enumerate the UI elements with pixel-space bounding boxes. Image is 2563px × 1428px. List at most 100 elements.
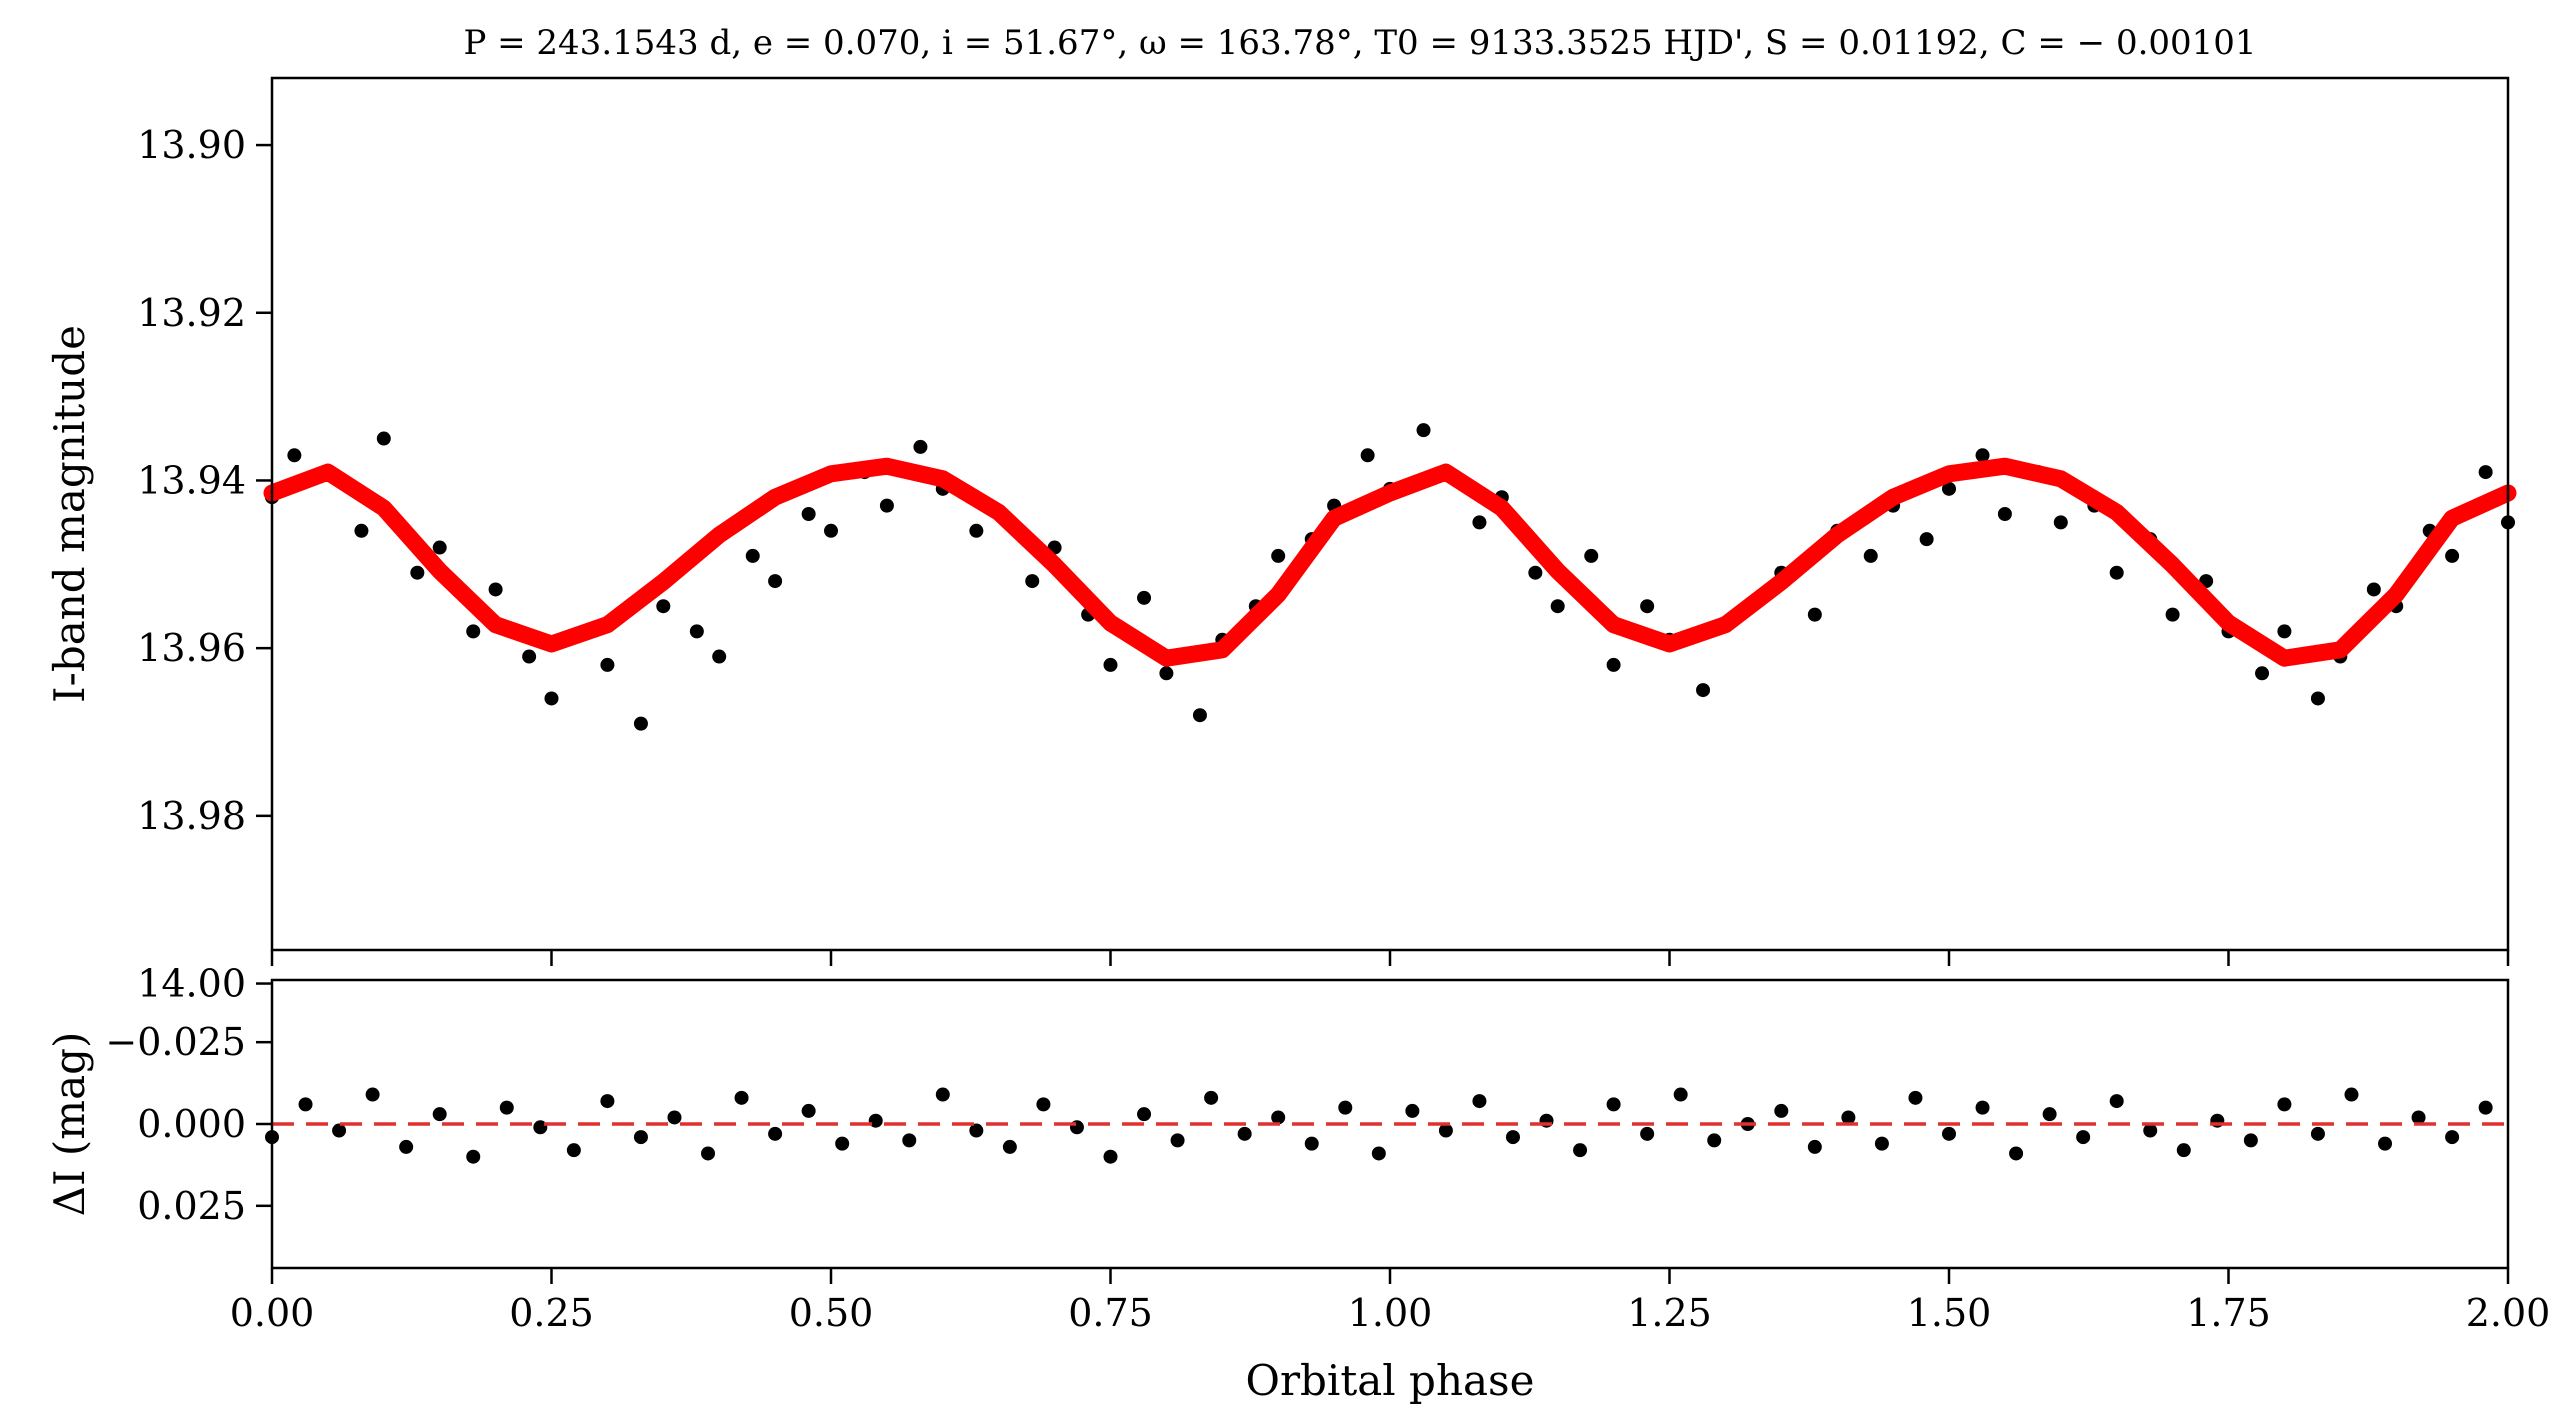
magnitude-point — [1528, 565, 1543, 580]
magnitude-point — [1360, 448, 1375, 463]
magnitude-y-axis-label: I-band magnitude — [45, 325, 94, 703]
residual-point — [2445, 1130, 2460, 1145]
x-tick-label: 1.25 — [1627, 1291, 1712, 1335]
magnitude-point — [287, 448, 302, 463]
residual-point — [1204, 1090, 1219, 1105]
residual-point — [1237, 1126, 1252, 1141]
magnitude-point — [2478, 465, 2493, 480]
magnitude-point — [1416, 423, 1431, 438]
magnitude-point — [2310, 691, 2325, 706]
residual-point — [1673, 1087, 1688, 1102]
residual-point — [1707, 1133, 1722, 1148]
residual-point — [298, 1097, 313, 1112]
residual-point — [1908, 1090, 1923, 1105]
chart-title: P = 243.1543 d, e = 0.070, i = 51.67°, ω… — [463, 23, 2256, 63]
residual-point — [1304, 1136, 1319, 1151]
residual-point — [1338, 1100, 1353, 1115]
magnitude-x-ticks — [270, 950, 2510, 966]
magnitude-point — [488, 582, 503, 597]
magnitude-point — [600, 657, 615, 672]
residual-point — [2042, 1107, 2057, 1122]
magnitude-point — [1025, 574, 1040, 589]
residual-point — [667, 1110, 682, 1125]
magnitude-point — [745, 548, 760, 563]
residual-point — [2076, 1130, 2091, 1145]
residual-point — [734, 1090, 749, 1105]
residual-point — [1472, 1094, 1487, 1109]
x-tick-label: 1.00 — [1348, 1291, 1433, 1335]
magnitude-point — [712, 649, 727, 664]
residual-point — [466, 1149, 481, 1164]
magnitude-point — [2109, 565, 2124, 580]
magnitude-point — [354, 523, 369, 538]
residual-point — [768, 1126, 783, 1141]
residual-point — [868, 1113, 883, 1128]
magnitude-point — [1550, 599, 1565, 614]
residual-point — [1774, 1103, 1789, 1118]
magnitude-point — [2445, 548, 2460, 563]
residual-panel-frame — [270, 978, 2510, 1270]
residual-y-axis-label: ΔI (mag) — [45, 1032, 94, 1217]
residual-point — [566, 1143, 581, 1158]
residual-point — [633, 1130, 648, 1145]
residual-point — [701, 1146, 716, 1161]
magnitude-point — [1137, 590, 1152, 605]
residual-point — [2109, 1094, 2124, 1109]
residual-point — [2411, 1110, 2426, 1125]
magnitude-point — [1640, 599, 1655, 614]
x-axis-label: Orbital phase — [1246, 1356, 1535, 1405]
magnitude-point — [656, 599, 671, 614]
magnitude-point — [2165, 607, 2180, 622]
residual-point — [1606, 1097, 1621, 1112]
magnitude-point — [1472, 515, 1487, 530]
magnitude-point — [1271, 548, 1286, 563]
residual-point — [1975, 1100, 1990, 1115]
magnitude-point — [824, 523, 838, 538]
magnitude-point — [1863, 548, 1878, 563]
residual-point — [1573, 1143, 1588, 1158]
x-tick-label: 0.50 — [789, 1291, 874, 1335]
residual-point — [935, 1087, 950, 1102]
residual-point — [2478, 1100, 2493, 1115]
residual-y-ticks: −0.025 0.000 0.025 — [105, 1020, 272, 1228]
magnitude-point — [2366, 582, 2381, 597]
magnitude-point — [544, 691, 559, 706]
residual-point — [969, 1123, 984, 1138]
y-tick-label: 13.96 — [137, 626, 246, 670]
residual-point — [332, 1123, 347, 1138]
magnitude-point — [410, 565, 425, 580]
residual-point — [801, 1103, 816, 1118]
y-tick-label: 14.00 — [137, 962, 246, 1006]
residual-point — [2378, 1136, 2393, 1151]
residual-point — [432, 1107, 447, 1122]
residual-point — [2277, 1097, 2292, 1112]
residual-point — [1505, 1130, 1520, 1145]
y-tick-label: 13.98 — [137, 794, 246, 838]
magnitude-panel-frame — [270, 76, 2510, 952]
residual-point — [533, 1120, 548, 1135]
residual-point — [365, 1087, 380, 1102]
residual-point — [2243, 1133, 2258, 1148]
residual-panel: −0.025 0.000 0.025 0.00 0.25 0.50 0.75 1.00 1.2… — [45, 978, 2550, 1405]
magnitude-point — [2255, 666, 2270, 681]
residual-point — [399, 1139, 414, 1154]
x-tick-label: 0.25 — [509, 1291, 594, 1335]
magnitude-point — [879, 498, 894, 513]
magnitude-point — [1584, 548, 1599, 563]
magnitude-point — [969, 523, 984, 538]
residual-x-ticks: 0.00 0.25 0.50 0.75 1.00 1.25 1.50 1.75 2.00 — [230, 1268, 2550, 1335]
y-tick-label: 0.000 — [137, 1102, 246, 1146]
magnitude-point — [522, 649, 537, 664]
magnitude-point — [466, 624, 481, 639]
residual-point — [2009, 1146, 2024, 1161]
magnitude-point — [376, 431, 391, 446]
residual-point — [499, 1100, 514, 1115]
residual-point — [2310, 1126, 2325, 1141]
residual-point — [1036, 1097, 1051, 1112]
magnitude-point — [432, 540, 447, 555]
magnitude-point — [1919, 532, 1934, 547]
residual-point — [1002, 1139, 1017, 1154]
magnitude-panel: 13.90 13.92 13.94 13.96 13.98 14.00 I-band ma… — [45, 76, 2517, 1006]
magnitude-point — [1807, 607, 1822, 622]
